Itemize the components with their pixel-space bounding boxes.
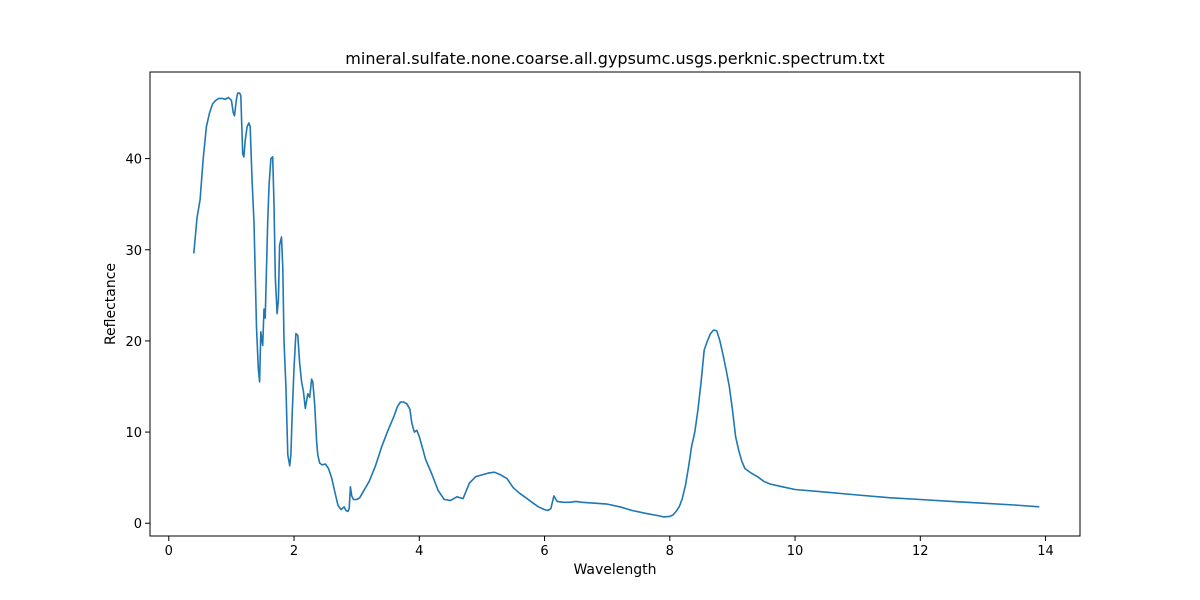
chart-title: mineral.sulfate.none.coarse.all.gypsumc.… xyxy=(345,49,884,68)
x-tick-label: 6 xyxy=(540,544,548,559)
y-tick-label: 40 xyxy=(125,153,142,168)
y-tick-label: 30 xyxy=(125,244,142,259)
y-axis-label: Reflectance xyxy=(103,263,119,345)
y-tick-label: 20 xyxy=(125,335,142,350)
y-tick-label: 10 xyxy=(125,426,142,441)
x-tick-label: 4 xyxy=(415,544,423,559)
data-series-line xyxy=(193,92,1040,518)
x-tick-label: 2 xyxy=(290,544,298,559)
x-tick-label: 12 xyxy=(912,544,929,559)
x-tick-label: 8 xyxy=(666,544,674,559)
x-tick-label: 10 xyxy=(787,544,804,559)
x-tick-label: 14 xyxy=(1037,544,1054,559)
x-tick-label: 0 xyxy=(165,544,173,559)
y-tick-label: 0 xyxy=(134,517,142,532)
plot-area xyxy=(193,92,1040,518)
x-axis-ticks: 0 2 4 6 8 10 12 14 xyxy=(165,536,1054,559)
axes-frame xyxy=(149,71,1081,537)
x-axis-label: Wavelength xyxy=(573,562,656,578)
y-axis-ticks: 0 10 20 30 40 xyxy=(125,153,150,532)
